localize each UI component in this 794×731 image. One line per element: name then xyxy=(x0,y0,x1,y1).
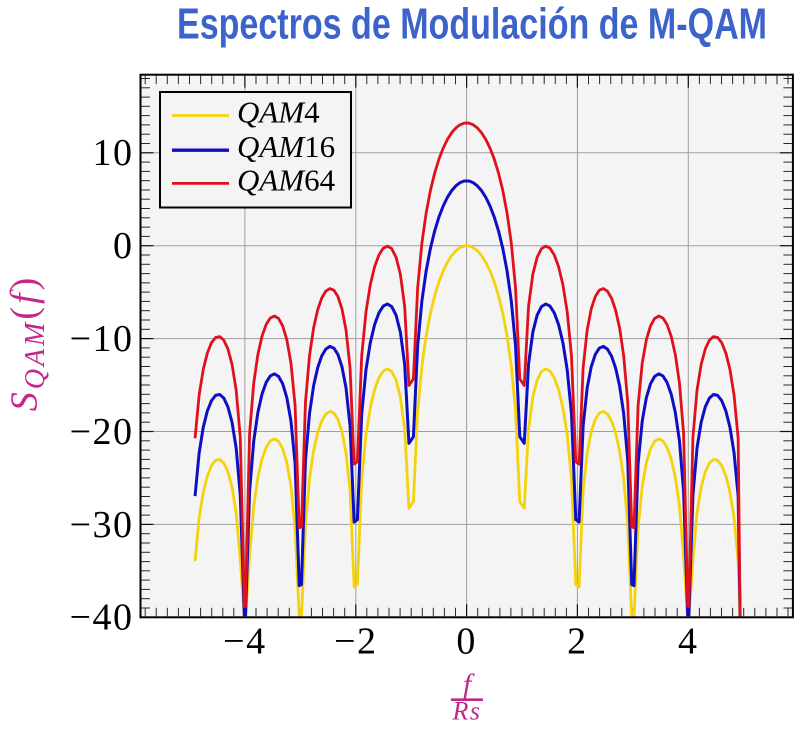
svg-text:10: 10 xyxy=(93,132,134,174)
svg-text:−30: −30 xyxy=(70,504,134,546)
svg-text:2: 2 xyxy=(567,621,588,663)
svg-text:−40: −40 xyxy=(70,597,134,639)
svg-text:−4: −4 xyxy=(223,621,266,663)
svg-text:4: 4 xyxy=(678,621,699,663)
svg-text:QAM16: QAM16 xyxy=(237,129,335,164)
svg-text:−20: −20 xyxy=(70,411,134,453)
svg-text:QAM64: QAM64 xyxy=(237,162,336,197)
svg-text:Rs: Rs xyxy=(452,697,482,726)
svg-text:0: 0 xyxy=(456,621,477,663)
svg-text:−10: −10 xyxy=(70,318,134,360)
svg-text:−2: −2 xyxy=(334,621,377,663)
svg-text:QAM4: QAM4 xyxy=(237,95,320,130)
svg-text:Espectros de Modulación de M-Q: Espectros de Modulación de M-QAM xyxy=(177,1,767,49)
svg-text:0: 0 xyxy=(113,225,134,267)
